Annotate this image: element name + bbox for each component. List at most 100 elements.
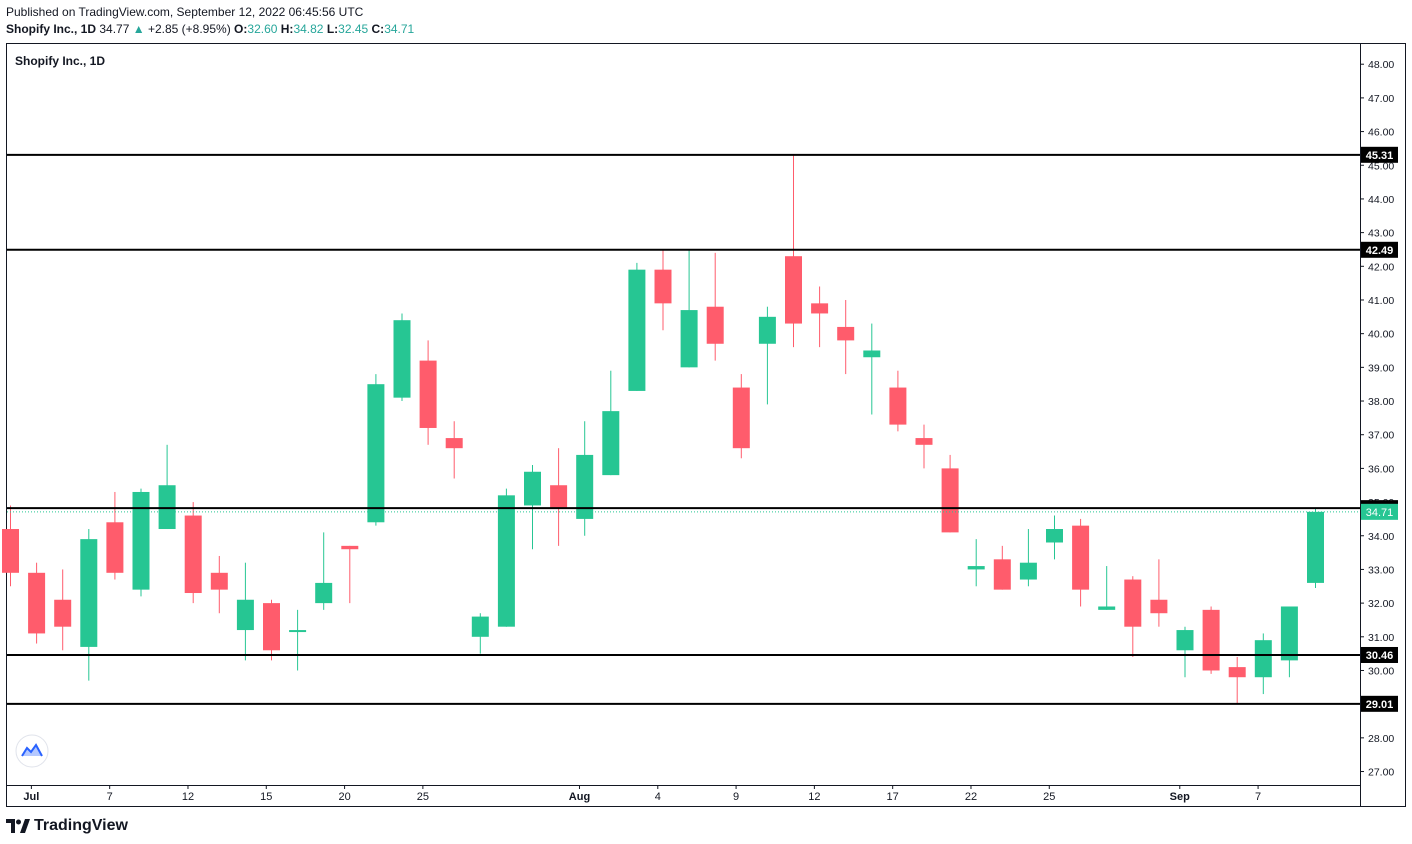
candle-body-down — [785, 256, 802, 324]
candle-body-up — [367, 384, 385, 523]
y-tick-label: 41.00 — [1368, 295, 1394, 307]
candle-body-up — [1280, 606, 1298, 661]
y-tick-label: 46.00 — [1368, 127, 1394, 139]
candle-body-down — [1228, 667, 1246, 678]
level-price-tag — [1361, 241, 1398, 258]
y-tick-label: 42.00 — [1368, 261, 1394, 273]
y-tick-label: 27.00 — [1368, 767, 1394, 779]
last-price-tag — [1361, 503, 1398, 520]
tradingview-logo-icon — [6, 819, 30, 833]
candle-body-up — [289, 630, 307, 633]
candle-body-up — [1307, 511, 1324, 583]
chart-title: Shopify Inc., 1D — [15, 54, 105, 68]
y-tick-label: 32.00 — [1368, 598, 1394, 610]
candle-body-up — [967, 566, 985, 570]
legend-low-value: 32.45 — [338, 22, 369, 36]
level-price-tag — [1361, 695, 1398, 712]
footer-brand-name: TradingView — [34, 817, 128, 834]
y-tick-label: 36.00 — [1368, 463, 1394, 475]
candle-body-down — [1124, 579, 1142, 627]
x-tick-label: 25 — [417, 791, 429, 803]
tradingview-watermark[interactable] — [15, 734, 49, 768]
x-tick-label: 15 — [260, 791, 272, 803]
x-tick-label: 20 — [338, 791, 350, 803]
footer-brand[interactable]: TradingView — [6, 815, 128, 837]
y-tick-label: 33.00 — [1368, 564, 1394, 576]
y-tick-label: 45.00 — [1368, 160, 1394, 172]
candle-body-down — [706, 306, 724, 344]
candle-body-down — [2, 529, 19, 573]
y-tick-label: 31.00 — [1368, 632, 1394, 644]
x-tick-label: 22 — [965, 791, 977, 803]
candle-body-up — [315, 582, 333, 604]
level-price-label: 45.31 — [1366, 150, 1394, 162]
x-tick-label: Aug — [569, 791, 590, 803]
candle-body-up — [497, 495, 515, 627]
candle-body-up — [1046, 529, 1063, 543]
candle-body-up — [393, 320, 411, 398]
price-axis[interactable]: 27.0028.0029.0030.0031.0032.0033.0034.00… — [1360, 59, 1394, 779]
published-caption: Published on TradingView.com, September … — [6, 5, 364, 19]
time-axis[interactable]: Jul 7 12 15 20 25 Aug 4 9 12 17 22 25 Sep 7 — [23, 785, 1261, 803]
legend-close-label: C: — [371, 22, 385, 36]
y-tick-label: 40.00 — [1368, 329, 1394, 341]
y-tick-label: 28.00 — [1368, 733, 1394, 745]
candle-body-down — [915, 438, 933, 445]
y-tick-label: 43.00 — [1368, 228, 1394, 240]
candle-body-up — [863, 350, 881, 358]
candle-body-up — [1254, 640, 1272, 678]
y-tick-label: 30.00 — [1368, 665, 1394, 677]
candle-body-up — [1019, 562, 1037, 580]
candle-body-down — [837, 326, 855, 341]
level-price-label: 30.46 — [1366, 650, 1394, 662]
x-tick-label: 25 — [1043, 791, 1055, 803]
candle-body-up — [680, 310, 698, 368]
candle-body-down — [654, 269, 672, 304]
x-tick-label: 12 — [808, 791, 820, 803]
candle-body-up — [471, 616, 489, 637]
x-tick-label: Jul — [23, 791, 39, 803]
candle-body-down — [419, 360, 437, 428]
candle-body-up — [80, 539, 98, 647]
x-tick-label: 9 — [733, 791, 739, 803]
y-tick-label: 44.00 — [1368, 194, 1394, 206]
y-tick-label: 48.00 — [1368, 59, 1394, 71]
candle-body-down — [54, 599, 72, 627]
watermark-logo-outline-icon — [21, 743, 43, 757]
candle-body-down — [106, 522, 124, 573]
legend-high-value: 34.82 — [293, 22, 324, 36]
candle-body-up — [236, 599, 254, 631]
candle-body-down — [1072, 525, 1090, 590]
candle-body-down — [1150, 599, 1168, 614]
candle-body-down — [210, 572, 228, 590]
candle-body-down — [941, 468, 959, 533]
x-tick-label: 17 — [887, 791, 899, 803]
candle-body-down — [341, 545, 359, 550]
candle-body-up — [524, 471, 541, 506]
last-price-label: 34.71 — [1366, 507, 1394, 519]
candle-body-up — [1176, 630, 1194, 651]
candle-body-up — [758, 316, 776, 344]
candle-body-down — [28, 572, 46, 634]
candle-body-up — [158, 485, 176, 530]
candle-body-up — [628, 269, 646, 391]
candle-body-up — [576, 454, 594, 519]
x-tick-label: 7 — [107, 791, 113, 803]
legend-close-value: 34.71 — [384, 22, 415, 36]
candles-group — [2, 155, 1324, 705]
legend-last: 34.77 — [99, 22, 130, 36]
level-price-tag — [1361, 646, 1398, 663]
level-price-tag — [1361, 146, 1398, 163]
legend-open-value: 32.60 — [247, 22, 278, 36]
legend-change-arrow: ▲ — [132, 22, 145, 36]
legend-symbol: Shopify Inc., 1D — [6, 22, 97, 36]
legend-low-label: L: — [326, 22, 339, 36]
y-tick-label: 38.00 — [1368, 396, 1394, 408]
y-tick-label: 39.00 — [1368, 362, 1394, 374]
x-tick-label: Sep — [1170, 791, 1190, 803]
candle-body-down — [889, 387, 907, 425]
level-price-label: 29.01 — [1366, 699, 1394, 711]
candle-body-down — [184, 515, 202, 594]
